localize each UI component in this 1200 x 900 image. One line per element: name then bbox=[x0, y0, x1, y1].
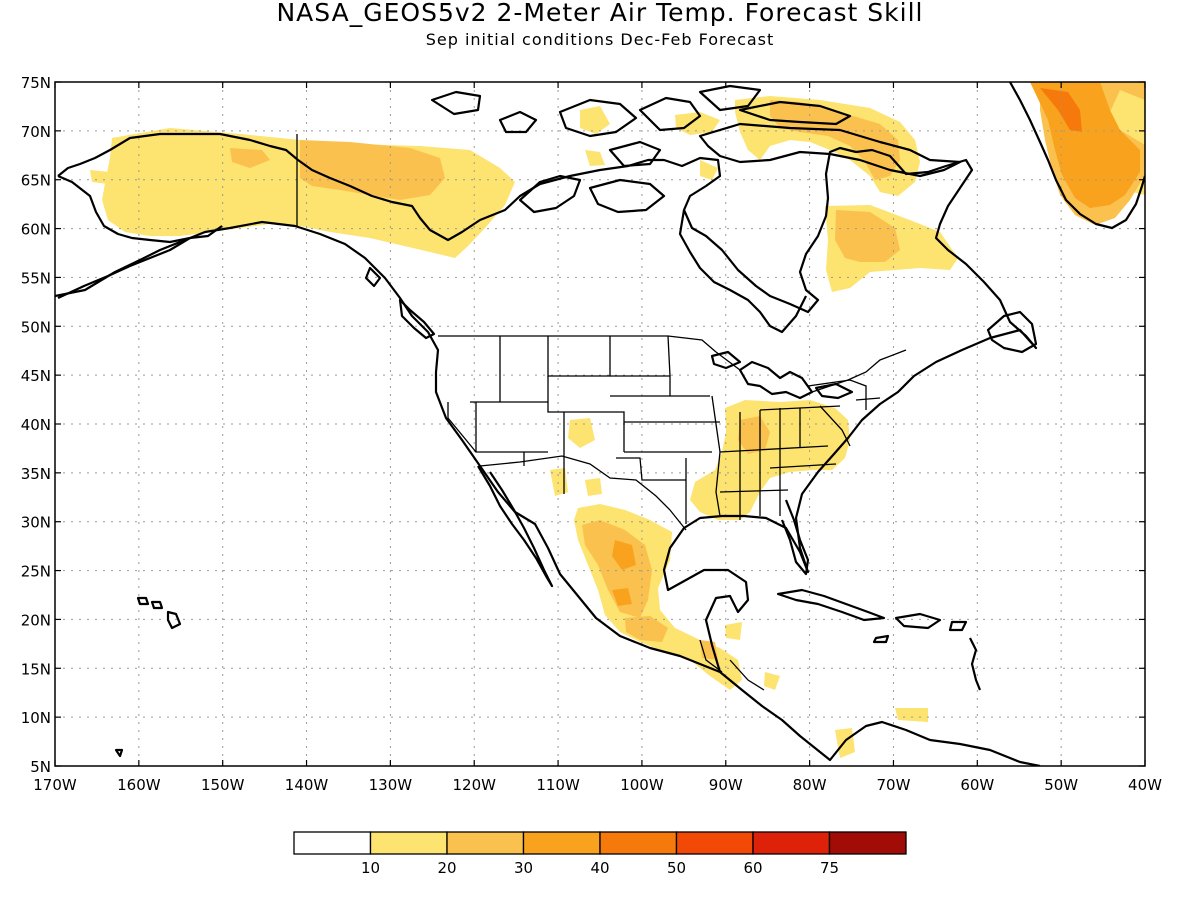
lat-label: 50N bbox=[21, 318, 51, 336]
lat-label: 60N bbox=[21, 221, 51, 239]
lat-label: 25N bbox=[21, 563, 51, 581]
lon-label: 40W bbox=[1128, 776, 1162, 794]
map-title: NASA_GEOS5v2 2-Meter Air Temp. Forecast … bbox=[276, 0, 923, 27]
colorbar-label: 30 bbox=[514, 859, 533, 877]
colorbar-swatch bbox=[369, 831, 448, 855]
lon-label: 100W bbox=[620, 776, 664, 794]
lon-label: 170W bbox=[33, 776, 77, 794]
skill-shading-medium bbox=[230, 82, 1145, 660]
colorbar-swatch bbox=[522, 831, 601, 855]
lat-label: 75N bbox=[21, 74, 51, 92]
colorbar-swatch bbox=[752, 831, 831, 855]
lat-label: 35N bbox=[21, 465, 51, 483]
colorbar-label: 20 bbox=[437, 859, 456, 877]
colorbar-labels: 10 20 30 40 50 60 75 bbox=[361, 859, 839, 877]
political-borders bbox=[296, 134, 907, 691]
lon-label: 60W bbox=[960, 776, 994, 794]
colorbar-label: 60 bbox=[743, 859, 762, 877]
lat-label: 15N bbox=[21, 660, 51, 678]
lat-label: 40N bbox=[21, 416, 51, 434]
lat-label: 5N bbox=[30, 758, 51, 776]
colorbar-label: 50 bbox=[667, 859, 686, 877]
lon-label: 50W bbox=[1044, 776, 1078, 794]
map-area bbox=[55, 82, 1145, 766]
colorbar-swatch bbox=[675, 831, 754, 855]
colorbar-swatch bbox=[828, 831, 907, 855]
colorbar-label: 10 bbox=[361, 859, 380, 877]
colorbar-swatch bbox=[446, 831, 525, 855]
colorbar bbox=[293, 831, 907, 855]
lat-lon-grid bbox=[55, 82, 1145, 766]
longitude-labels: 170W 160W 150W 140W 130W 120W 110W 100W 90W 80W 70… bbox=[33, 776, 1162, 794]
axis-ticks bbox=[54, 81, 1146, 767]
map-subtitle: Sep initial conditions Dec-Feb Forecast bbox=[426, 30, 775, 49]
lat-label: 45N bbox=[21, 367, 51, 385]
skill-shading-very-high bbox=[1040, 88, 1082, 132]
lon-label: 140W bbox=[285, 776, 329, 794]
lon-label: 130W bbox=[369, 776, 413, 794]
lat-label: 55N bbox=[21, 269, 51, 287]
lon-label: 120W bbox=[452, 776, 496, 794]
skill-shading-light bbox=[90, 82, 1145, 758]
latitude-labels: 75N 70N 65N 60N 55N 50N 45N 40N 35N 30N 25N 20N 15N 1… bbox=[21, 74, 51, 776]
lon-label: 110W bbox=[536, 776, 580, 794]
lon-label: 70W bbox=[877, 776, 911, 794]
lat-label: 30N bbox=[21, 514, 51, 532]
lat-label: 70N bbox=[21, 123, 51, 141]
colorbar-label: 40 bbox=[590, 859, 609, 877]
lat-label: 65N bbox=[21, 172, 51, 190]
skill-shading-high bbox=[612, 82, 1140, 606]
lon-label: 80W bbox=[793, 776, 827, 794]
lat-label: 10N bbox=[21, 709, 51, 727]
lat-label: 20N bbox=[21, 611, 51, 629]
lon-label: 160W bbox=[117, 776, 161, 794]
colorbar-swatch bbox=[599, 831, 678, 855]
colorbar-label: 75 bbox=[820, 859, 839, 877]
lon-label: 90W bbox=[709, 776, 743, 794]
colorbar-swatch bbox=[293, 831, 372, 855]
lon-label: 150W bbox=[201, 776, 245, 794]
coastlines bbox=[55, 82, 1145, 766]
